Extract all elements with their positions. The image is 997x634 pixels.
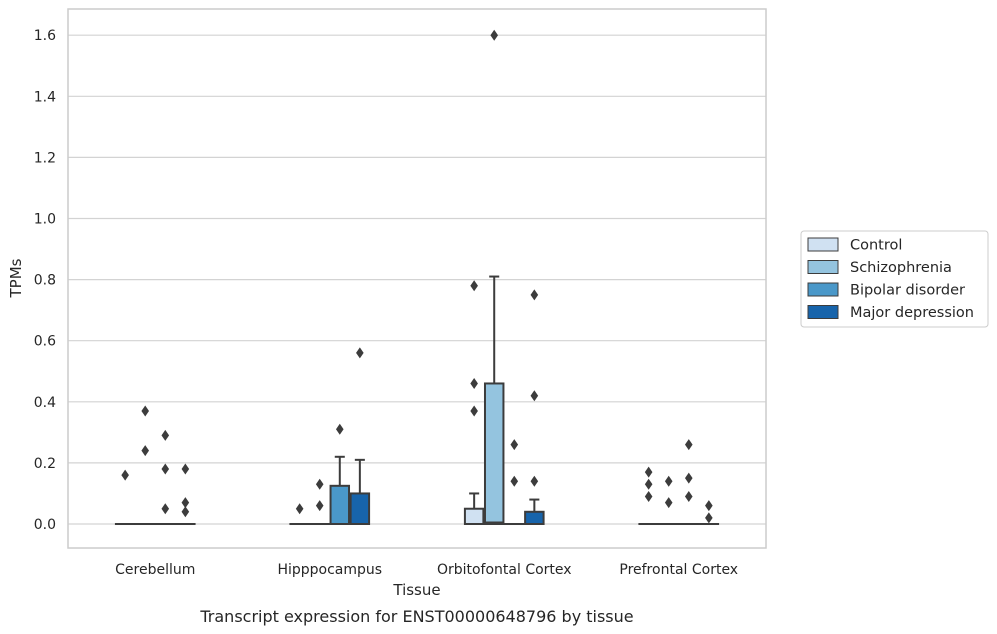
y-tick-label: 0.2 xyxy=(34,456,56,472)
outlier-point xyxy=(684,472,693,484)
outlier-point xyxy=(141,445,150,457)
outlier-point xyxy=(684,491,693,503)
box-major-depression xyxy=(349,458,371,526)
outlier-point xyxy=(181,463,190,475)
y-tick-label: 1.2 xyxy=(34,150,56,166)
legend-swatch xyxy=(807,260,839,274)
outlier-point xyxy=(470,377,478,389)
outlier-point xyxy=(356,347,364,359)
x-tick-label: Cerebellum xyxy=(115,562,195,578)
outlier-point xyxy=(530,289,539,301)
outlier-point xyxy=(510,475,519,487)
outlier-point xyxy=(470,405,478,417)
outlier-point xyxy=(530,390,539,402)
outlier-point xyxy=(121,469,129,481)
outlier-point xyxy=(644,478,653,490)
legend-label: Bipolar disorder xyxy=(850,283,965,299)
y-tick-label: 1.6 xyxy=(34,28,56,44)
legend-swatch xyxy=(807,282,839,297)
box-body xyxy=(463,507,485,526)
outlier-point xyxy=(315,478,324,490)
outlier-point xyxy=(181,506,190,518)
legend-label: Major depression xyxy=(850,305,974,321)
outlier-point xyxy=(490,29,499,41)
box-body xyxy=(483,382,505,525)
chart-caption: Transcript expression for ENST0000064879… xyxy=(199,607,633,626)
y-tick-label: 0.0 xyxy=(34,517,56,533)
legend-label: Schizophrenia xyxy=(850,260,952,276)
outlier-point xyxy=(470,280,478,292)
outlier-point xyxy=(664,475,673,487)
gridlines xyxy=(68,34,766,525)
y-tick-label: 0.8 xyxy=(34,273,56,289)
outlier-point xyxy=(705,500,713,512)
outliers xyxy=(121,29,713,524)
outlier-point xyxy=(644,491,653,503)
x-tick-label: Orbitofontal Cortex xyxy=(437,562,572,578)
x-tick-label: Hipppocampus xyxy=(277,562,382,578)
outlier-point xyxy=(161,429,170,441)
outlier-point xyxy=(181,497,190,509)
y-tick-label: 0.4 xyxy=(34,395,56,411)
outlier-point xyxy=(684,439,693,451)
box-bipolar-disorder xyxy=(329,455,351,525)
legend: Control Schizophrenia Bipolar disorder Majo… xyxy=(800,230,989,328)
outlier-point xyxy=(530,475,539,487)
y-tick-label: 1.4 xyxy=(34,89,56,105)
box-schizophrenia xyxy=(483,275,505,525)
outlier-point xyxy=(705,512,713,524)
legend-label: Control xyxy=(850,238,902,254)
legend-swatch xyxy=(807,305,839,319)
legend-frame xyxy=(800,230,989,328)
boxes xyxy=(114,275,720,526)
box-body xyxy=(524,510,545,525)
plot-area-frame xyxy=(67,8,767,549)
x-axis-ticks: Cerebellum Hipppocampus Orbitofontal Corte… xyxy=(115,562,738,578)
outlier-point xyxy=(161,463,170,475)
box-body xyxy=(349,492,371,526)
outlier-point xyxy=(510,439,519,451)
y-tick-label: 1.0 xyxy=(34,212,56,228)
outlier-point xyxy=(315,500,324,512)
x-tick-label: Prefrontal Cortex xyxy=(619,562,738,578)
y-tick-label: 0.6 xyxy=(34,334,56,350)
box-control xyxy=(463,492,485,526)
outlier-point xyxy=(141,405,150,417)
outlier-point xyxy=(644,466,653,478)
y-axis-ticks: 0.0 0.2 0.4 0.6 0.8 1.0 1.2 1.4 1.6 xyxy=(34,28,56,533)
x-axis-label: Tissue xyxy=(392,581,440,599)
box-body xyxy=(329,484,351,525)
box-major-depression xyxy=(524,498,545,525)
outlier-point xyxy=(664,497,673,509)
y-axis-label: TPMs xyxy=(7,258,25,298)
outlier-point xyxy=(295,503,304,515)
legend-swatch xyxy=(807,237,839,252)
outlier-point xyxy=(161,503,170,515)
outlier-point xyxy=(335,423,344,435)
